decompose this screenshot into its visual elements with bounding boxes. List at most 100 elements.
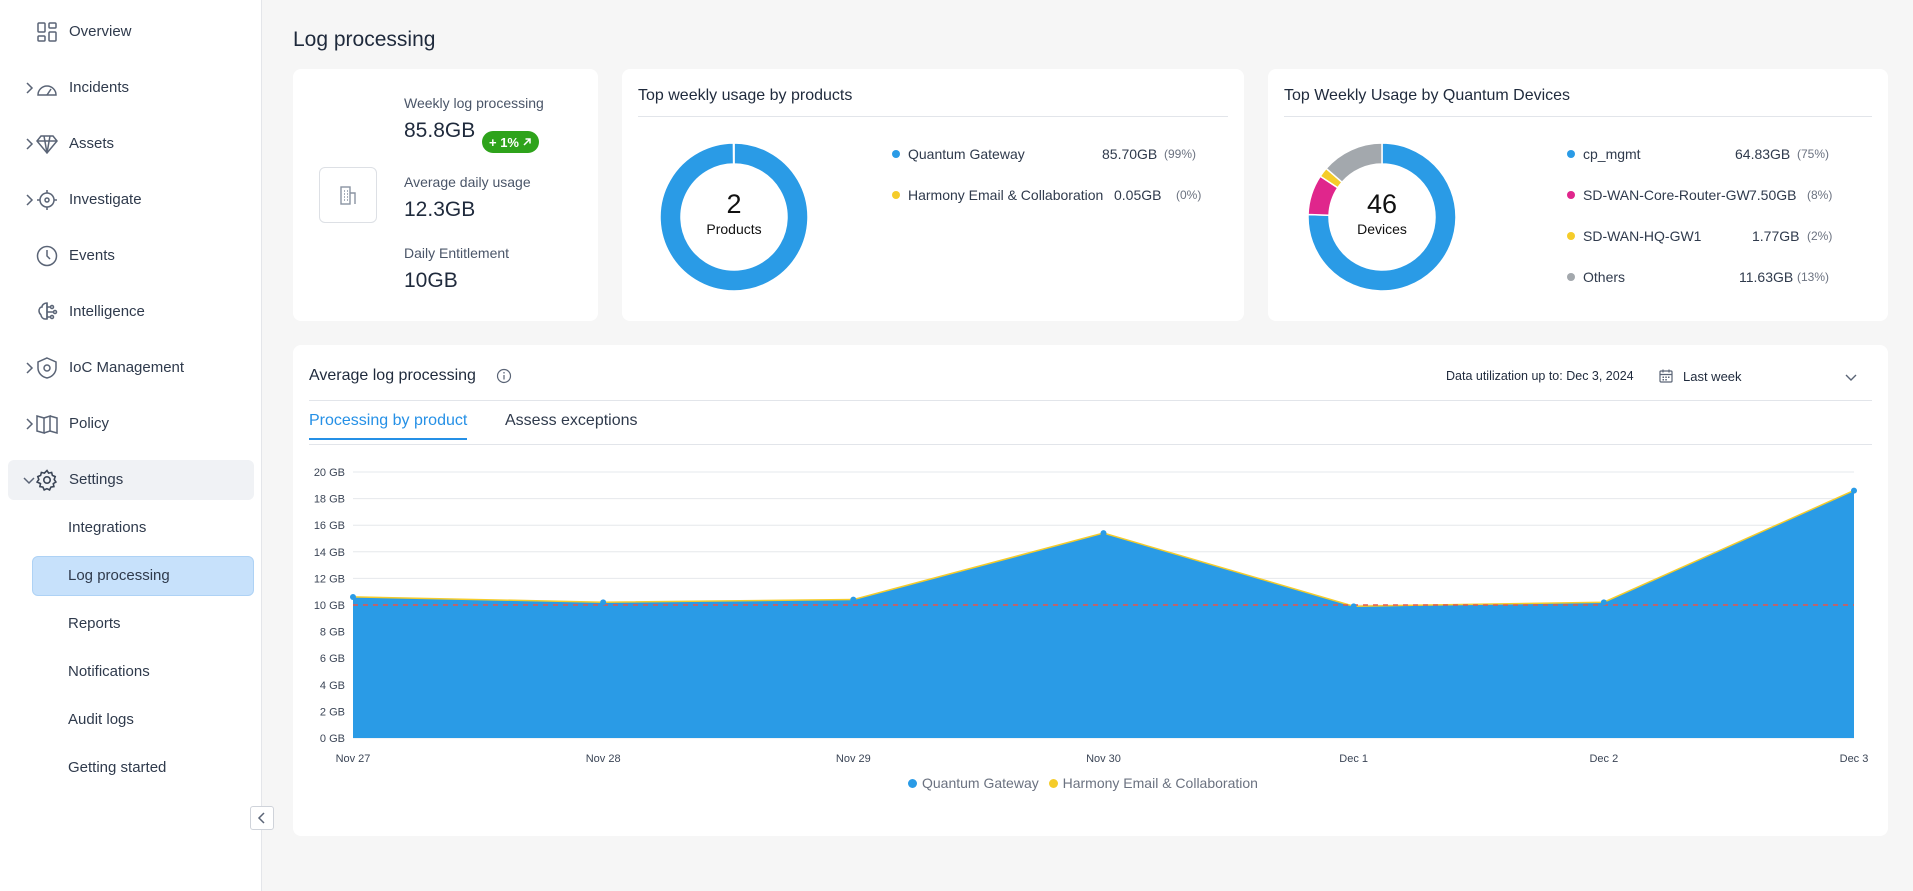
avg-log-title: Average log processing [309, 367, 476, 384]
y-tick-label: 2 GB [320, 706, 345, 718]
sidebar-subitem-notifications[interactable]: Notifications [32, 652, 254, 692]
devices-count: 46 [1366, 189, 1398, 219]
divider [638, 116, 1228, 117]
entitlement-value: 10GB [404, 269, 458, 292]
donut-slice[interactable] [1307, 142, 1457, 292]
collapse-sidebar-button[interactable] [250, 806, 274, 830]
legend-name: Quantum Gateway [908, 146, 1025, 162]
products-card-title: Top weekly usage by products [638, 87, 853, 104]
y-tick-label: 16 GB [314, 520, 345, 532]
legend-label: Quantum Gateway [922, 775, 1039, 791]
sidebar-subitem-label: Reports [68, 615, 121, 632]
sidebar-item-label: Settings [69, 471, 124, 488]
data-point[interactable] [1100, 530, 1107, 537]
chevron-down-icon[interactable] [21, 472, 37, 488]
products-donut-chart [659, 142, 809, 292]
legend-dot [1048, 779, 1058, 788]
trend-badge-text: + 1% [489, 134, 519, 150]
sidebar-subitem-label: Audit logs [68, 711, 134, 728]
sidebar-item-label: Investigate [69, 191, 142, 208]
legend-percent: (2%) [1807, 229, 1833, 243]
legend-dot [1567, 150, 1575, 158]
x-tick-label: Nov 27 [336, 753, 371, 765]
sidebar-subitem-audit-logs[interactable]: Audit logs [32, 700, 254, 740]
crosshair-icon [37, 190, 57, 210]
weekly-log-value: 85.8GB [404, 119, 476, 142]
sidebar-item-label: Policy [69, 415, 110, 432]
data-point[interactable] [1350, 603, 1357, 610]
sidebar-subitem-label: Notifications [68, 663, 150, 680]
sidebar-item-label: Assets [69, 135, 115, 152]
legend-name: cp_mgmt [1583, 146, 1641, 162]
sidebar-item-ioc-management[interactable]: IoC Management [8, 348, 254, 388]
tab-processing-by-product[interactable]: Processing by product [309, 412, 468, 440]
period-select-value: Last week [1683, 369, 1742, 384]
chevron-right-icon[interactable] [21, 80, 37, 96]
y-tick-label: 18 GB [314, 494, 345, 506]
data-point[interactable] [1600, 599, 1607, 606]
donut-slice[interactable] [659, 142, 809, 292]
sidebar-subitem-label: Getting started [68, 759, 167, 776]
sidebar: Overview Incidents Assets Investigate Ev… [0, 0, 262, 891]
legend-value: 0.05GB [1114, 187, 1162, 203]
legend-row: Others 11.63GB (13%) [1567, 267, 1867, 287]
sidebar-item-label: IoC Management [69, 359, 185, 376]
legend-value: 7.50GB [1749, 187, 1797, 203]
legend-dot [892, 150, 900, 158]
devices-count-label: Devices [1357, 221, 1407, 237]
entitlement-label: Daily Entitlement [404, 245, 510, 261]
sidebar-item-assets[interactable]: Assets [8, 124, 254, 164]
sidebar-item-settings[interactable]: Settings [8, 460, 254, 500]
chevron-right-icon[interactable] [21, 192, 37, 208]
divider [309, 400, 1872, 401]
data-point[interactable] [600, 599, 607, 606]
data-point[interactable] [1851, 487, 1857, 494]
legend-dot [1567, 273, 1575, 281]
sidebar-item-investigate[interactable]: Investigate [8, 180, 254, 220]
sidebar-item-policy[interactable]: Policy [8, 404, 254, 444]
chevron-down-icon [1845, 374, 1857, 381]
chevron-right-icon[interactable] [21, 136, 37, 152]
legend-dot [892, 191, 900, 199]
products-count: 2 [726, 189, 742, 219]
legend-name: SD-WAN-Core-Router-GW [1583, 187, 1750, 203]
sidebar-item-intelligence[interactable]: Intelligence [8, 292, 254, 332]
legend-percent: (99%) [1164, 147, 1197, 161]
avg-daily-value: 12.3GB [404, 198, 476, 221]
calendar-icon [1659, 369, 1673, 383]
y-tick-label: 4 GB [320, 680, 345, 692]
sidebar-item-events[interactable]: Events [8, 236, 254, 276]
x-tick-label: Nov 28 [586, 753, 621, 765]
legend-percent: (13%) [1797, 270, 1830, 284]
data-utilization-text: Data utilization up to: Dec 3, 2024 [1446, 369, 1634, 383]
chevron-right-icon[interactable] [21, 360, 37, 376]
sidebar-item-incidents[interactable]: Incidents [8, 68, 254, 108]
log-processing-area-chart: 0 GB 2 GB 4 GB 6 GB 8 GB 10 GB 12 GB 14 GB 16 GB… [314, 467, 1869, 765]
shield-icon [37, 357, 57, 379]
legend-dot [1567, 232, 1575, 240]
info-icon[interactable] [496, 368, 512, 384]
clock-icon [36, 245, 58, 267]
x-tick-label: Nov 29 [836, 753, 871, 765]
legend-row: cp_mgmt 64.83GB (75%) [1567, 144, 1867, 164]
brain-icon [38, 302, 58, 320]
legend-dot [1567, 191, 1575, 199]
period-select[interactable]: Last week [1683, 369, 1868, 389]
chevron-right-icon[interactable] [21, 416, 37, 432]
legend-percent: (8%) [1807, 188, 1833, 202]
avg-log-processing-card: Average log processing Data utilization … [293, 345, 1888, 836]
legend-value: 1.77GB [1752, 228, 1800, 244]
y-tick-label: 0 GB [320, 733, 345, 745]
sidebar-subitem-getting-started[interactable]: Getting started [32, 748, 254, 788]
legend-value: 85.70GB [1102, 146, 1158, 162]
sidebar-subitem-integrations[interactable]: Integrations [32, 508, 254, 548]
tab-assess-exceptions[interactable]: Assess exceptions [505, 412, 638, 429]
y-tick-label: 6 GB [320, 653, 345, 665]
legend-name: SD-WAN-HQ-GW1 [1583, 228, 1702, 244]
data-point[interactable] [350, 594, 356, 601]
sidebar-subitem-log-processing[interactable]: Log processing [32, 556, 254, 596]
data-point[interactable] [850, 596, 857, 603]
donut-slice[interactable] [1325, 142, 1383, 184]
sidebar-subitem-reports[interactable]: Reports [32, 604, 254, 644]
sidebar-item-overview[interactable]: Overview [8, 12, 254, 52]
